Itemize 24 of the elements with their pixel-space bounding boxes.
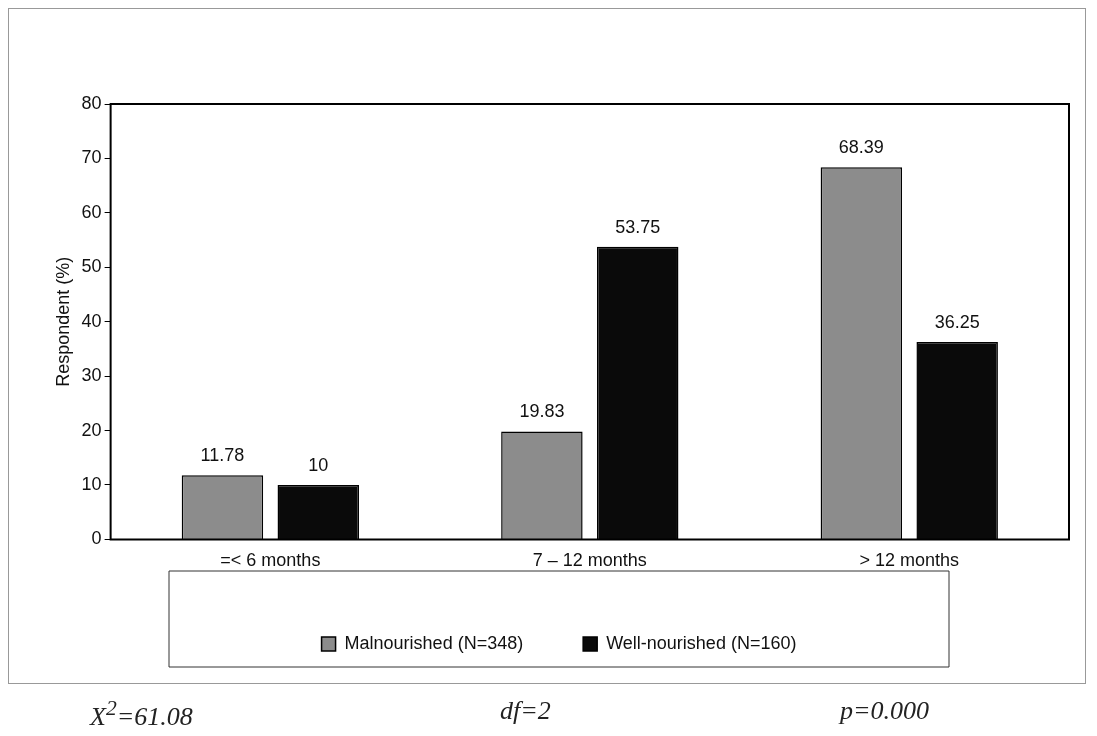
y-axis-title: Respondent (%)	[52, 256, 73, 387]
x-tick-label: 7 – 12 months	[532, 550, 647, 571]
y-tick-label: 40	[81, 310, 102, 331]
y-tick-label: 70	[81, 147, 102, 168]
y-tick-label: 10	[81, 473, 102, 494]
data-label: 36.25	[934, 312, 980, 333]
y-tick-label: 0	[91, 528, 102, 549]
data-label: 11.78	[200, 445, 245, 466]
x-tick-label: > 12 months	[859, 550, 960, 571]
data-label: 10	[308, 454, 329, 475]
text: df=2	[500, 696, 551, 726]
text: X$^{2}$=61.08	[90, 696, 193, 732]
data-label: 19.83	[519, 401, 565, 422]
text: p=0.000	[840, 696, 930, 726]
y-tick-label: 60	[81, 201, 102, 222]
data-label: 53.75	[615, 216, 661, 237]
legend-label: Well-nourished (N=160)	[606, 632, 797, 653]
legend-label: Malnourished (N=348)	[344, 632, 524, 653]
y-tick-label: 50	[81, 256, 102, 277]
y-tick-label: 20	[81, 419, 102, 440]
y-tick-label: 30	[81, 365, 102, 386]
x-tick-label: =< 6 months	[220, 550, 321, 571]
data-label: 68.39	[838, 137, 884, 158]
y-tick-label: 80	[81, 92, 102, 113]
